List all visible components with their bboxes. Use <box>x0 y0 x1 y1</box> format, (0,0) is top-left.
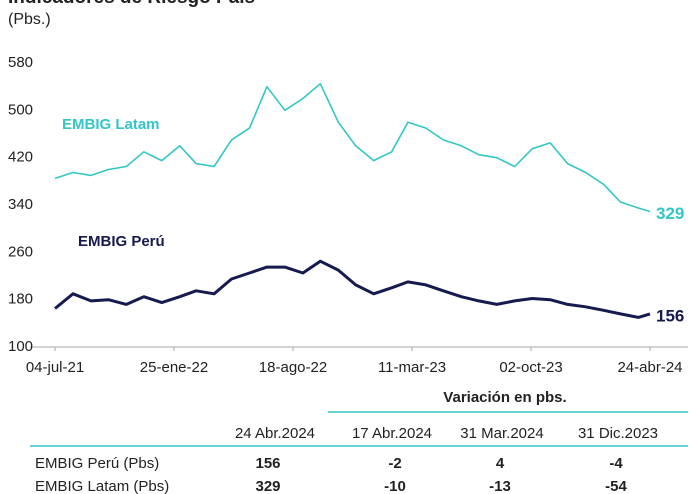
series-line <box>54 82 651 213</box>
table-cell: -4 <box>609 455 623 472</box>
y-tick-label: 580 <box>8 54 33 71</box>
end-value-label: 329 <box>656 204 684 223</box>
y-tick-label: 100 <box>8 338 33 355</box>
table-cell: -13 <box>489 478 511 494</box>
table-column-header: 31 Mar.2024 <box>460 425 543 442</box>
table-cell: -54 <box>605 478 627 494</box>
end-value-label: 156 <box>656 306 684 325</box>
chart-title: Indicadores de Riesgo País <box>8 0 255 8</box>
table-cell: -10 <box>384 478 406 494</box>
table-cell: 329 <box>255 478 280 494</box>
table-column-header: 17 Abr.2024 <box>352 425 432 442</box>
x-tick-label: 04-jul-21 <box>26 359 84 376</box>
y-tick-label: 500 <box>8 101 33 118</box>
table-column-header: 24 Abr.2024 <box>235 425 315 442</box>
chart-subtitle: (Pbs.) <box>8 11 51 28</box>
y-tick-label: 340 <box>8 196 33 213</box>
x-tick-label: 18-ago-22 <box>259 359 327 376</box>
x-tick-label: 24-abr-24 <box>617 359 682 376</box>
table-row-label: EMBIG Latam (Pbs) <box>35 478 169 494</box>
table-cell: 4 <box>496 455 505 472</box>
series-label: EMBIG Perú <box>78 233 165 250</box>
table-cell: 156 <box>255 455 280 472</box>
table-cell: -2 <box>388 455 401 472</box>
series-label: EMBIG Latam <box>62 116 160 133</box>
x-tick-label: 02-oct-23 <box>499 359 562 376</box>
y-tick-label: 260 <box>8 243 33 260</box>
table-group-header: Variación en pbs. <box>443 389 566 406</box>
table-row-label: EMBIG Perú (Pbs) <box>35 455 159 472</box>
x-tick-label: 11-mar-23 <box>378 359 446 376</box>
series-line <box>54 259 651 319</box>
y-tick-label: 420 <box>8 149 33 166</box>
x-tick-label: 25-ene-22 <box>140 359 208 376</box>
y-tick-label: 180 <box>8 291 33 308</box>
table-column-header: 31 Dic.2023 <box>578 425 658 442</box>
